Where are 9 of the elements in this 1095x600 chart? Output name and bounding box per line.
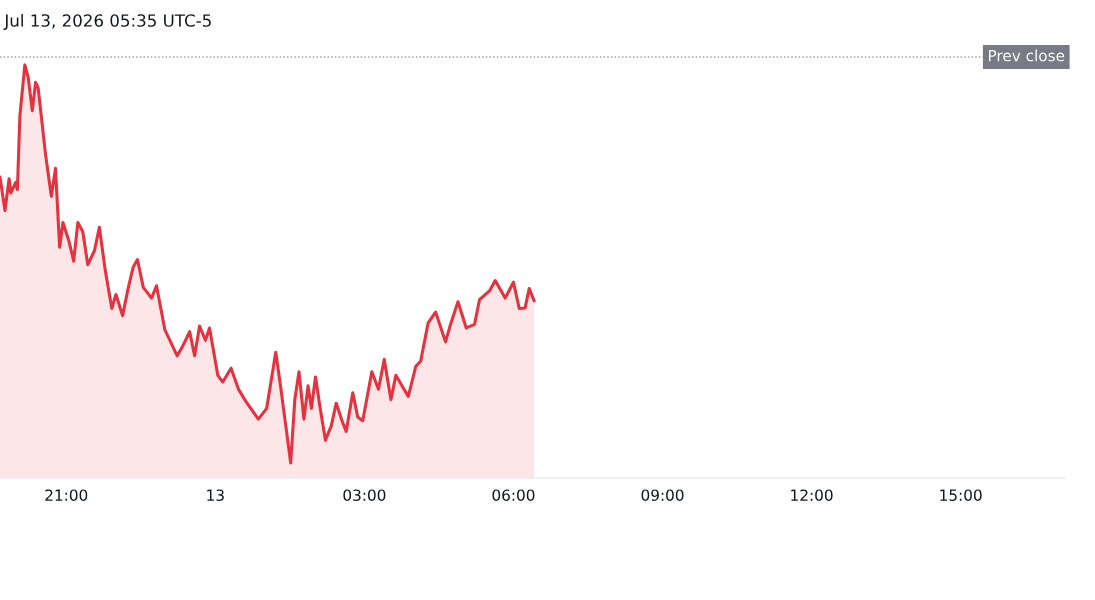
x-tick-label: 06:00 (492, 489, 535, 501)
x-tick-label: 03:00 (343, 489, 386, 501)
x-tick-label: 21:00 (45, 489, 88, 501)
x-tick-label: 09:00 (641, 489, 684, 501)
x-tick-label: 15:00 (940, 489, 982, 501)
chart-title: Jul 13, 2026 05:35 UTC-5 (3, 13, 211, 30)
x-tick-label: 12:00 (791, 489, 833, 501)
ref-line-label: Prev close (988, 49, 1065, 62)
x-tick-label: 13 (207, 489, 224, 501)
